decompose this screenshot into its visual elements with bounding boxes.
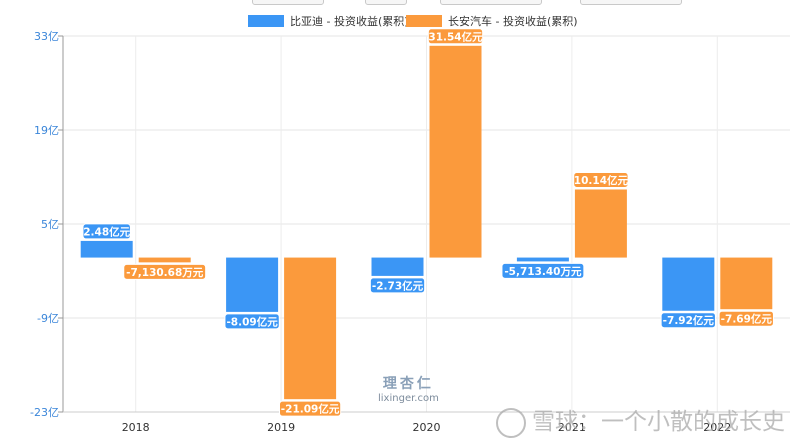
snowball-watermark-text: 雪球：一个小散的成长史	[532, 409, 785, 435]
bar-changan	[574, 189, 627, 258]
data-label-box	[224, 313, 280, 330]
chart-legend: 比亚迪 - 投资收益(累积) 长安汽车 - 投资收益(累积)	[0, 13, 800, 29]
legend-item-changan[interactable]: 长安汽车 - 投资收益(累积)	[406, 13, 578, 29]
legend-label-changan: 长安汽车 - 投资收益(累积)	[448, 15, 578, 28]
data-label: -2.73亿元	[372, 279, 424, 292]
data-label-box	[427, 28, 484, 45]
x-tick-label: 2020	[413, 421, 441, 434]
top-toolbar-strip	[0, 0, 800, 6]
data-label: -7.92亿元	[663, 314, 715, 327]
data-label-box	[369, 277, 426, 294]
data-label: 10.14亿元	[574, 174, 629, 187]
toolbar-tab[interactable]	[440, 0, 542, 5]
bar-byd	[516, 257, 569, 262]
y-tick-label: 19亿	[34, 124, 59, 137]
snowball-logo-icon	[496, 407, 526, 438]
watermark-logo-text: 理杏仁	[382, 376, 434, 392]
bar-changan	[138, 257, 191, 263]
data-label: 31.54亿元	[428, 30, 483, 43]
snowball-watermark: 雪球：一个小散的成长史	[496, 402, 785, 438]
data-label: -8.09亿元	[226, 315, 278, 328]
toolbar-tab[interactable]	[252, 0, 324, 5]
data-label-box	[123, 263, 207, 280]
data-label: -7.69亿元	[721, 313, 773, 326]
y-tick-label: 33亿	[34, 30, 59, 43]
bar-byd	[662, 257, 715, 311]
lixinger-watermark: 理杏仁 lixinger.com	[378, 373, 439, 404]
data-label-box	[718, 310, 774, 327]
data-label: -7,130.68万元	[126, 267, 204, 279]
data-label-box	[660, 312, 716, 329]
x-tick-label: 2019	[267, 421, 295, 434]
x-tick-label: 2018	[122, 421, 150, 434]
legend-item-byd[interactable]: 比亚迪 - 投资收益(累积)	[248, 13, 409, 29]
x-tick-label: 2021	[558, 421, 586, 434]
legend-swatch-byd	[248, 15, 284, 27]
data-label-box	[82, 223, 131, 240]
bar-changan	[429, 45, 482, 258]
data-label-box	[279, 400, 342, 417]
toolbar-tab[interactable]	[580, 0, 682, 5]
bar-changan	[720, 257, 773, 310]
bar-changan	[284, 257, 337, 400]
y-tick-label: -23亿	[30, 406, 59, 419]
legend-swatch-changan	[406, 15, 442, 27]
data-label: -21.09亿元	[281, 403, 340, 416]
toolbar-tab[interactable]	[365, 0, 407, 5]
bar-byd	[371, 257, 424, 276]
y-tick-label: -9亿	[37, 312, 59, 325]
bar-byd	[80, 240, 133, 258]
data-label-box	[501, 262, 585, 279]
watermark-logo-url: lixinger.com	[378, 393, 439, 404]
bar-byd	[226, 257, 279, 312]
data-label-box	[573, 171, 629, 188]
data-label: 2.48亿元	[83, 225, 130, 238]
x-tick-label: 2022	[703, 421, 731, 434]
data-label: -5,713.40万元	[504, 266, 582, 278]
legend-label-byd: 比亚迪 - 投资收益(累积)	[290, 15, 409, 28]
y-tick-label: 5亿	[41, 218, 59, 231]
